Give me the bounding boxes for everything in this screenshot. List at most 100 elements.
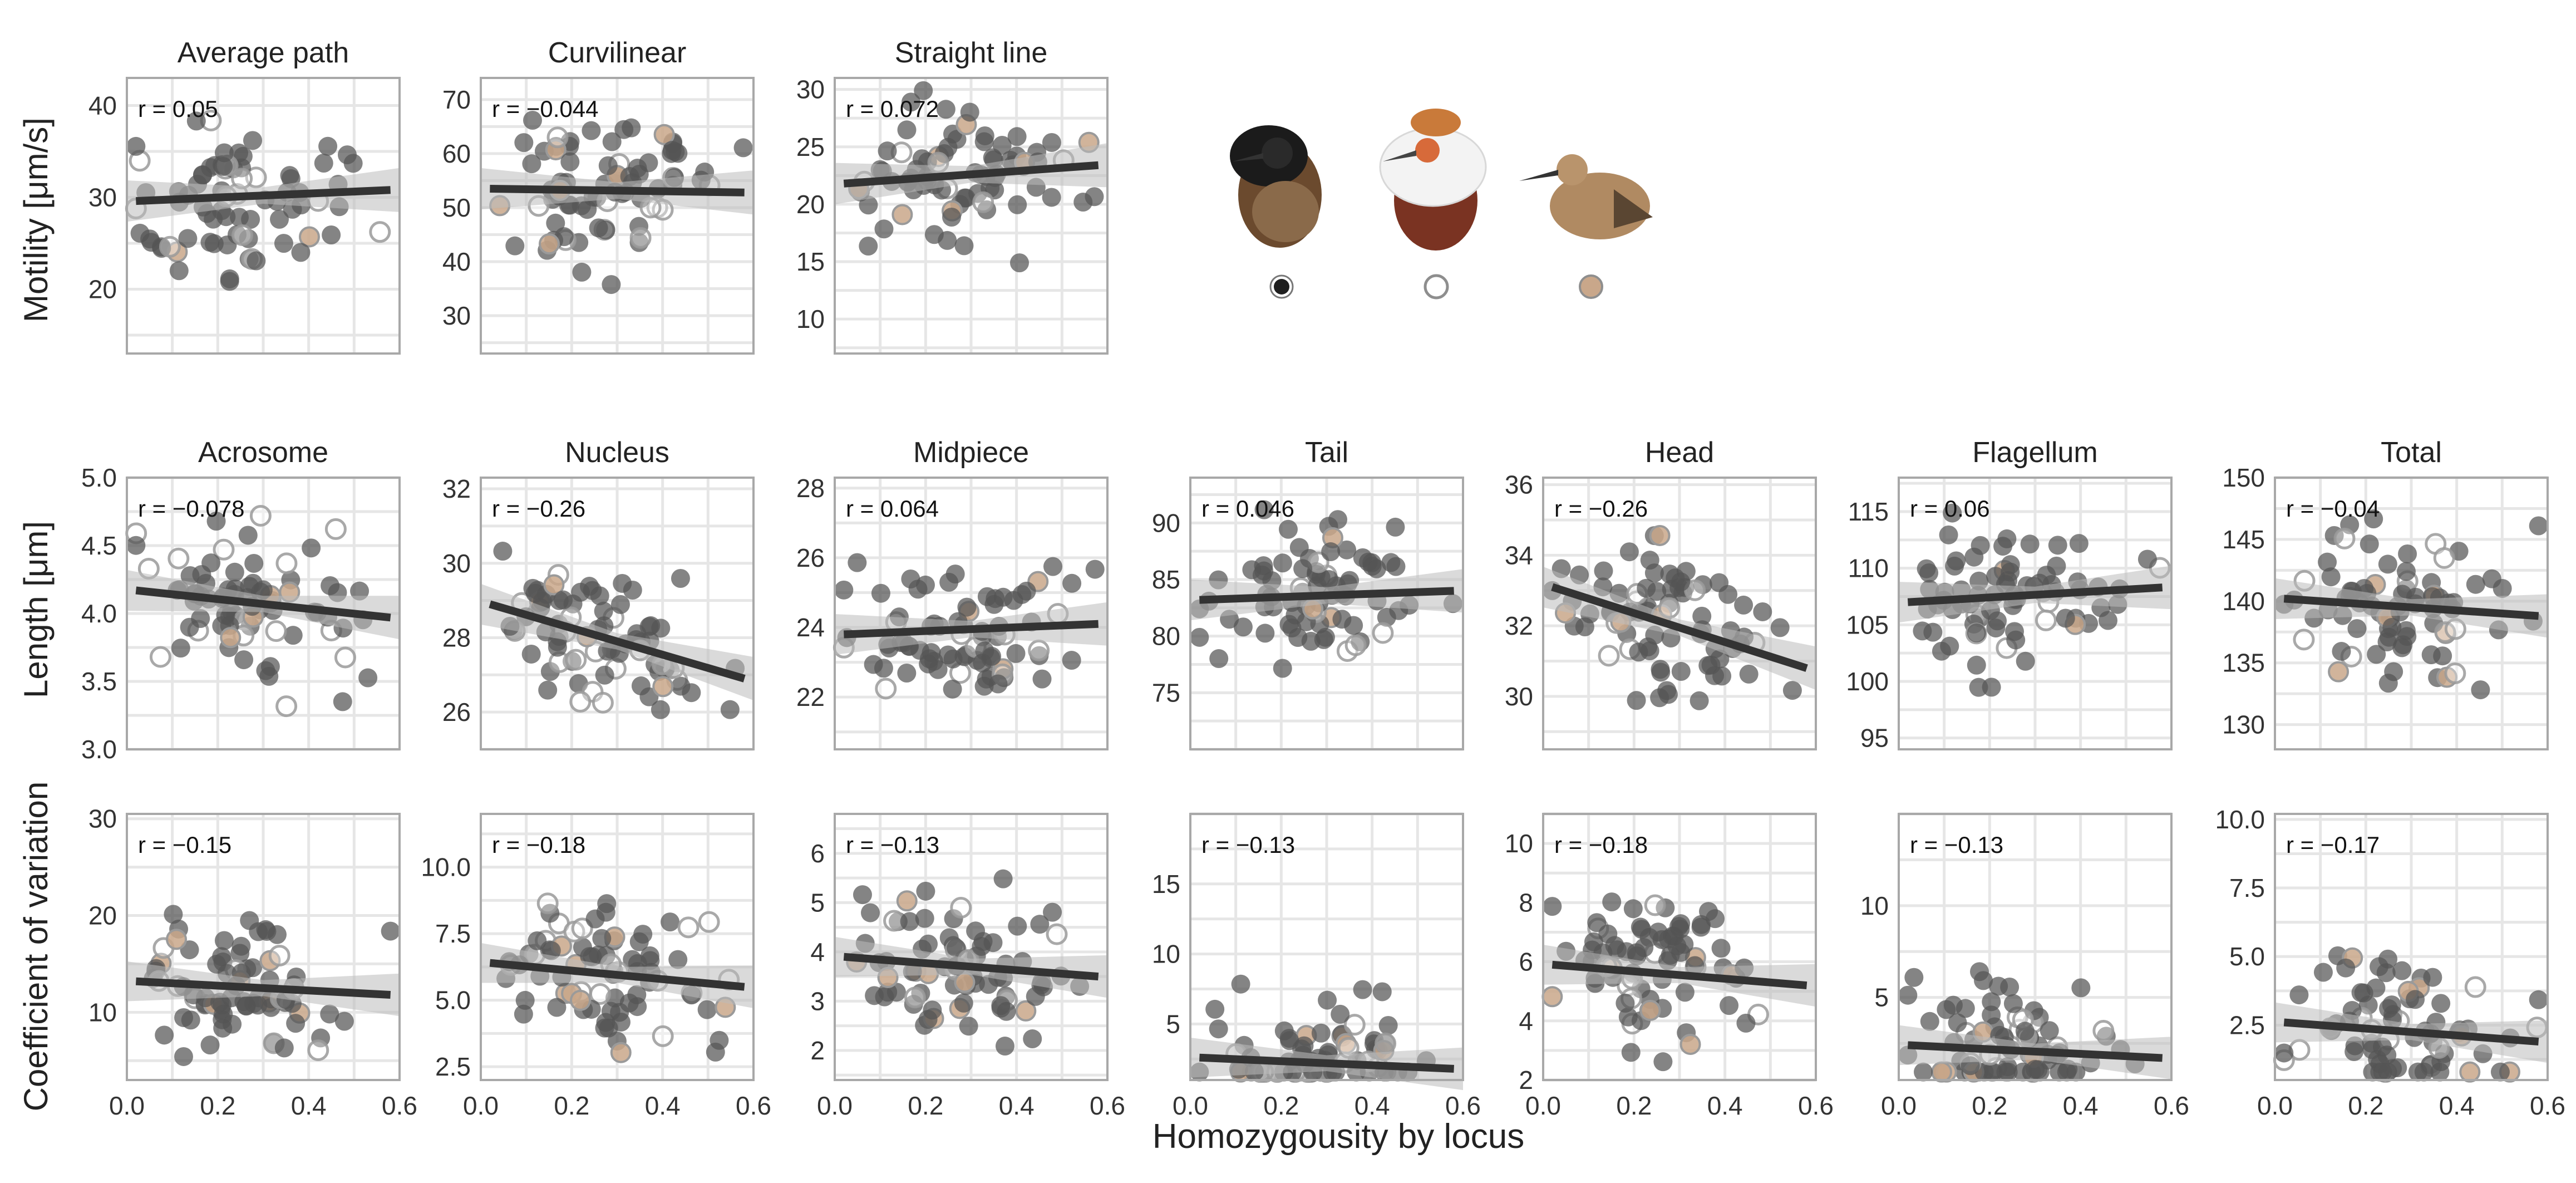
data-point bbox=[2028, 1060, 2048, 1079]
panel-title: Midpiece bbox=[913, 436, 1029, 469]
data-point bbox=[2444, 662, 2466, 684]
data-point bbox=[2332, 642, 2351, 661]
x-tick-label: 0.2 bbox=[908, 1091, 943, 1120]
row-title-motility: Motility [μm/s] bbox=[17, 117, 55, 322]
data-point bbox=[697, 1000, 717, 1019]
data-point bbox=[1280, 1031, 1299, 1051]
data-point bbox=[1594, 561, 1613, 581]
data-point bbox=[1671, 572, 1691, 592]
data-point bbox=[897, 120, 917, 140]
panel-title: Flagellum bbox=[1972, 436, 2097, 469]
y-tick-label: 8 bbox=[1519, 888, 1533, 917]
y-tick-label: 10 bbox=[88, 998, 117, 1027]
data-point bbox=[227, 225, 247, 244]
data-point bbox=[2321, 567, 2341, 587]
data-point bbox=[1085, 559, 1105, 579]
data-point bbox=[1770, 618, 1790, 637]
panel-7: r = −0.26 Head 30 32 34 36 bbox=[1505, 436, 1817, 750]
y-tick-label: 75 bbox=[1152, 678, 1180, 707]
panel-frame bbox=[834, 477, 1109, 750]
data-point bbox=[2382, 617, 2402, 637]
data-point bbox=[653, 124, 675, 145]
fit-line bbox=[1551, 583, 1808, 672]
fit-line bbox=[843, 953, 1099, 981]
data-point bbox=[213, 995, 232, 1015]
y-tick-label: 2.5 bbox=[2229, 1010, 2265, 1039]
y-tick-label: 26 bbox=[442, 698, 471, 727]
panel-2: r = 0.072 Straight line 10 15 20 25 30 bbox=[796, 37, 1109, 355]
panel-title: Tail bbox=[1305, 436, 1348, 469]
r-value-label: r = 0.06 bbox=[1910, 495, 1990, 522]
x-tick-label: 0.6 bbox=[382, 1091, 417, 1120]
data-point bbox=[214, 931, 234, 950]
data-point bbox=[268, 945, 290, 967]
data-point bbox=[1753, 602, 1772, 621]
data-point bbox=[864, 655, 883, 674]
y-tick-label: 5.0 bbox=[2229, 942, 2265, 971]
data-point bbox=[1971, 536, 1990, 555]
data-point bbox=[525, 583, 545, 603]
data-point bbox=[1331, 1004, 1350, 1024]
data-point bbox=[1982, 1005, 2001, 1025]
data-point bbox=[671, 568, 690, 588]
panel-14: r = −0.18 2 4 6 8 10 0.0 0.2 0.4 0.6 bbox=[1505, 812, 1834, 1120]
data-point bbox=[1337, 540, 1357, 559]
data-point bbox=[959, 1017, 978, 1036]
data-point bbox=[943, 649, 963, 669]
data-point bbox=[2376, 963, 2396, 983]
data-point bbox=[651, 619, 671, 638]
data-point bbox=[1278, 519, 1298, 539]
y-tick-label: 34 bbox=[1505, 541, 1533, 570]
y-tick-label: 150 bbox=[2222, 463, 2265, 492]
data-point bbox=[1008, 195, 1027, 214]
data-point bbox=[592, 929, 612, 948]
data-point bbox=[1939, 525, 1958, 544]
data-point bbox=[307, 1039, 329, 1061]
panel-title: Head bbox=[1645, 436, 1714, 469]
data-point bbox=[2069, 534, 2089, 553]
panel-frame bbox=[834, 813, 1109, 1081]
data-point bbox=[1919, 563, 1939, 583]
data-point bbox=[274, 1038, 294, 1058]
data-point bbox=[1982, 992, 2001, 1012]
data-point bbox=[942, 207, 961, 227]
x-tick-label: 0.0 bbox=[1173, 1091, 1208, 1120]
y-tick-label: 10 bbox=[1860, 891, 1889, 920]
panel-0: r = 0.05 Average path 20 30 40 bbox=[88, 37, 401, 355]
data-point bbox=[2336, 958, 2356, 978]
data-point bbox=[318, 136, 338, 156]
data-point bbox=[629, 932, 649, 951]
x-tick-label: 0.6 bbox=[2154, 1091, 2189, 1120]
data-point bbox=[505, 236, 525, 256]
data-point bbox=[2370, 1062, 2390, 1082]
data-point bbox=[298, 226, 320, 248]
data-point bbox=[874, 219, 894, 239]
data-point bbox=[710, 1030, 729, 1050]
y-tick-label: 7.5 bbox=[2229, 873, 2265, 902]
data-point bbox=[338, 145, 357, 165]
data-point bbox=[1945, 556, 1964, 576]
data-point bbox=[1675, 983, 1695, 1002]
x-tick-label: 0.4 bbox=[1355, 1091, 1390, 1120]
data-point bbox=[1782, 681, 1802, 700]
data-point bbox=[2016, 651, 2035, 671]
data-point bbox=[570, 989, 592, 1011]
y-tick-label: 5 bbox=[1874, 983, 1889, 1012]
data-point bbox=[350, 581, 370, 601]
data-point bbox=[589, 218, 608, 238]
x-tick-label: 0.0 bbox=[1525, 1091, 1561, 1120]
y-tick-label: 40 bbox=[88, 91, 117, 120]
data-point bbox=[915, 909, 934, 928]
x-tick-label: 0.6 bbox=[736, 1091, 771, 1120]
y-tick-label: 32 bbox=[442, 474, 471, 503]
panel-title: Total bbox=[2381, 436, 2442, 469]
r-value-label: r = 0.064 bbox=[846, 495, 939, 522]
data-point bbox=[126, 136, 146, 156]
y-tick-label: 10.0 bbox=[421, 853, 471, 882]
data-point bbox=[2393, 635, 2413, 655]
data-point bbox=[848, 553, 867, 572]
data-point bbox=[853, 885, 872, 905]
data-point bbox=[1932, 641, 1951, 661]
panel-11: r = −0.18 2.5 5.0 7.5 10.0 0.0 0.2 0.4 0.6 bbox=[421, 813, 771, 1120]
data-point bbox=[547, 998, 567, 1017]
